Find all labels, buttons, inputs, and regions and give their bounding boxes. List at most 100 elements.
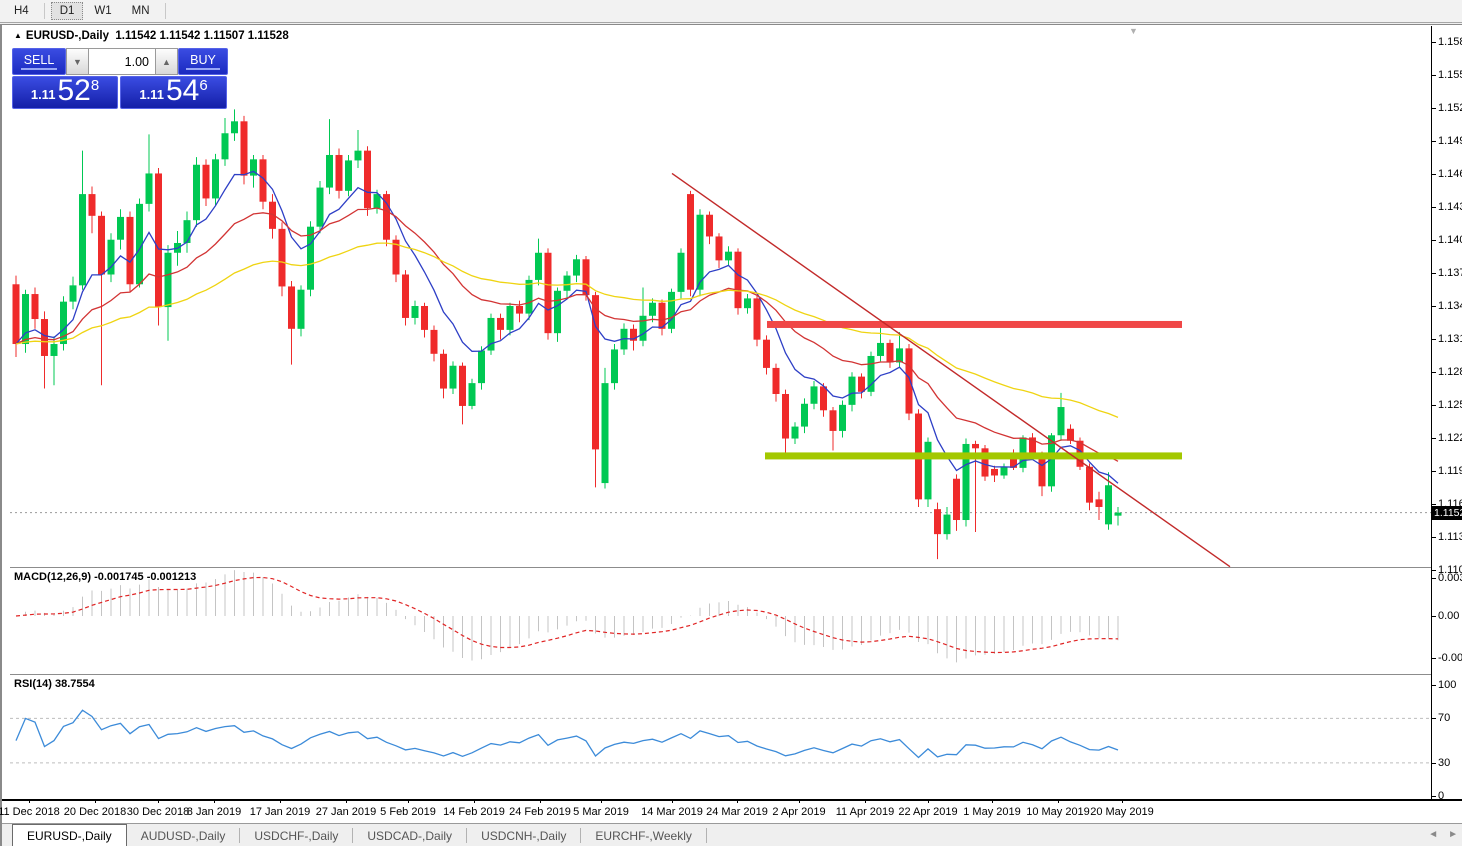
volume-increase-button[interactable]: ▲ bbox=[155, 48, 178, 75]
support-horizontal-line[interactable] bbox=[765, 452, 1182, 460]
price-tick-label: 1.12820 bbox=[1438, 366, 1462, 379]
axis-tick-mark bbox=[1432, 42, 1436, 43]
collapse-triangle-icon[interactable]: ▲ bbox=[14, 31, 22, 40]
descending-trendline[interactable] bbox=[671, 172, 1231, 568]
date-tick-label: 24 Feb 2019 bbox=[509, 806, 571, 818]
tab-usdcnh-daily[interactable]: USDCNH-,Daily bbox=[481, 828, 567, 843]
timeframe-h4-button[interactable]: H4 bbox=[5, 2, 38, 20]
date-tick-label: 11 Apr 2019 bbox=[835, 806, 895, 818]
date-tick-label: 24 Mar 2019 bbox=[706, 806, 768, 818]
axis-tick-mark bbox=[1432, 762, 1436, 764]
date-tick-mark bbox=[672, 799, 673, 803]
tab-audusd-daily[interactable]: AUDUSD-,Daily bbox=[140, 828, 226, 843]
date-tick-label: 22 Apr 2019 bbox=[898, 806, 958, 818]
price-tick-label: 1.14340 bbox=[1438, 201, 1462, 214]
axis-tick-mark bbox=[1432, 305, 1436, 307]
date-tick-mark bbox=[158, 799, 159, 803]
tab-eurchf-weekly[interactable]: EURCHF-,Weekly bbox=[595, 828, 692, 843]
date-tick-mark bbox=[280, 799, 281, 803]
rsi-value: 38.7554 bbox=[54, 678, 95, 690]
price-tick-label: 1.13430 bbox=[1438, 299, 1462, 312]
ma-slow-line[interactable] bbox=[15, 242, 1119, 419]
timeframe-toolbar: H4 D1 W1 MN bbox=[0, 0, 1462, 23]
date-tick-mark bbox=[346, 799, 347, 803]
sell-price-display[interactable]: 1.11 52 8 bbox=[12, 76, 118, 109]
chart-shift-marker-icon[interactable]: ▼ bbox=[1129, 26, 1138, 36]
macd-signal-line[interactable] bbox=[15, 576, 1119, 654]
buy-price-display[interactable]: 1.11 54 6 bbox=[120, 76, 227, 109]
candles-group[interactable] bbox=[12, 109, 1122, 560]
volume-input[interactable] bbox=[89, 48, 155, 75]
axis-tick-mark bbox=[1432, 503, 1436, 505]
axis-tick-mark bbox=[1432, 577, 1436, 579]
sell-button-label: SELL bbox=[23, 53, 55, 67]
current-price-tag: 1.11528 bbox=[1432, 505, 1462, 520]
buy-price-small: 1.11 bbox=[139, 87, 164, 102]
date-tick-label: 27 Jan 2019 bbox=[315, 806, 377, 818]
timeframe-mn-button[interactable]: MN bbox=[123, 2, 159, 20]
axis-tick-mark bbox=[1432, 207, 1436, 209]
axis-tick-mark bbox=[1432, 141, 1436, 143]
date-tick-mark bbox=[540, 799, 541, 803]
axis-tick-mark bbox=[1432, 616, 1436, 617]
date-tick-mark bbox=[95, 799, 96, 803]
timeframe-w1-button[interactable]: W1 bbox=[85, 2, 120, 20]
rsi-axis-label: 70 bbox=[1438, 712, 1451, 725]
chart-window: ▲ EURUSD-,Daily 1.11542 1.11542 1.11507 1… bbox=[0, 24, 1462, 846]
tab-usdcad-daily[interactable]: USDCAD-,Daily bbox=[367, 828, 453, 843]
rsi-line[interactable] bbox=[15, 709, 1119, 759]
tab-scroll-right-icon[interactable]: ► bbox=[1448, 829, 1458, 840]
volume-decrease-button[interactable]: ▼ bbox=[66, 48, 89, 75]
date-tick-label: 20 Dec 2018 bbox=[63, 806, 127, 818]
date-tick-label: 1 May 2019 bbox=[963, 806, 1021, 818]
tab-scroll-left-icon[interactable]: ◄ bbox=[1428, 829, 1439, 840]
macd-histogram bbox=[25, 570, 1119, 663]
toolbar-separator bbox=[164, 3, 166, 19]
rsi-axis-label: 100 bbox=[1438, 679, 1457, 691]
ma-fast-line[interactable] bbox=[15, 170, 1119, 484]
macd-indicator-label: MACD(12,26,9) -0.001745 -0.001213 bbox=[14, 571, 196, 583]
axis-tick-mark bbox=[1432, 339, 1436, 341]
tab-separator bbox=[705, 828, 707, 843]
date-tick-label: 10 May 2019 bbox=[1026, 806, 1090, 818]
date-tick-mark bbox=[29, 799, 30, 803]
toolbar-separator bbox=[43, 3, 45, 19]
price-tick-label: 1.15555 bbox=[1438, 69, 1462, 82]
macd-value-main: -0.001745 bbox=[94, 571, 144, 583]
tab-eurusd-daily[interactable]: EURUSD-,Daily bbox=[12, 824, 127, 846]
date-tick-label: 30 Dec 2018 bbox=[126, 806, 190, 818]
price-axis[interactable]: 1.15860 1.15555 1.15250 1.14945 1.14645 1.143… bbox=[1431, 26, 1462, 803]
tab-usdchf-daily[interactable]: USDCHF-,Daily bbox=[254, 828, 339, 843]
axis-tick-mark bbox=[1432, 173, 1436, 175]
spin-up-icon: ▲ bbox=[162, 56, 171, 67]
rsi-name: RSI(14) bbox=[14, 678, 52, 690]
ma-medium-line[interactable] bbox=[15, 207, 1119, 462]
date-tick-label: 20 May 2019 bbox=[1090, 806, 1154, 818]
tab-separator bbox=[466, 828, 468, 843]
sell-button[interactable]: SELL bbox=[12, 48, 66, 75]
tab-separator bbox=[352, 828, 354, 843]
chart-plot-region[interactable]: ▲ EURUSD-,Daily 1.11542 1.11542 1.11507 1… bbox=[10, 26, 1431, 799]
chart-canvas[interactable] bbox=[10, 26, 1431, 799]
date-tick-label: 5 Feb 2019 bbox=[380, 806, 436, 818]
chart-tab-strip: EURUSD-,Daily AUDUSD-,Daily USDCHF-,Dail… bbox=[2, 823, 1462, 846]
sell-price-small: 1.11 bbox=[30, 87, 56, 102]
chart-symbol-label: EURUSD-,Daily bbox=[25, 30, 109, 42]
resistance-horizontal-line[interactable] bbox=[767, 320, 1182, 328]
buy-price-big: 54 bbox=[165, 74, 200, 107]
date-tick-label: 14 Feb 2019 bbox=[443, 806, 505, 818]
rsi-axis-label: 0 bbox=[1438, 790, 1445, 803]
buy-button[interactable]: BUY bbox=[178, 48, 228, 75]
date-axis[interactable]: 11 Dec 2018 20 Dec 2018 30 Dec 2018 8 Jan 2… bbox=[0, 799, 1462, 823]
axis-tick-mark bbox=[1432, 404, 1436, 406]
price-tick-label: 1.12520 bbox=[1438, 398, 1462, 411]
buy-price-sup: 6 bbox=[199, 77, 208, 94]
axis-tick-mark bbox=[1432, 108, 1436, 110]
date-tick-mark bbox=[601, 799, 602, 803]
axis-tick-mark bbox=[1432, 240, 1436, 242]
price-tick-label: 1.11000 bbox=[1438, 563, 1462, 576]
date-tick-label: 14 Mar 2019 bbox=[641, 806, 703, 818]
rsi-indicator-label: RSI(14) 38.7554 bbox=[14, 678, 95, 690]
timeframe-d1-button[interactable]: D1 bbox=[50, 2, 84, 20]
price-tick-label: 1.11910 bbox=[1438, 465, 1462, 478]
